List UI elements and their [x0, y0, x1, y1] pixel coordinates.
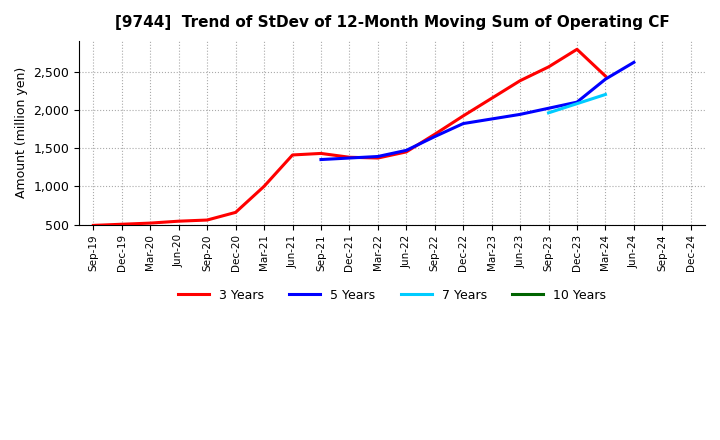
7 Years [572, 101, 581, 106]
5 Years [431, 134, 439, 139]
Title: [9744]  Trend of StDev of 12-Month Moving Sum of Operating CF: [9744] Trend of StDev of 12-Month Moving… [114, 15, 670, 30]
3 Years [345, 154, 354, 160]
3 Years [431, 132, 439, 137]
3 Years [572, 47, 581, 52]
5 Years [572, 99, 581, 105]
7 Years [544, 110, 553, 115]
3 Years [544, 64, 553, 70]
3 Years [260, 184, 269, 189]
5 Years [544, 106, 553, 111]
3 Years [203, 217, 212, 223]
Line: 5 Years: 5 Years [321, 62, 634, 160]
5 Years [374, 154, 382, 159]
3 Years [146, 220, 155, 226]
5 Years [459, 121, 467, 126]
7 Years [601, 92, 610, 97]
3 Years [89, 223, 98, 228]
3 Years [516, 78, 524, 83]
3 Years [487, 95, 496, 101]
3 Years [231, 210, 240, 215]
3 Years [459, 113, 467, 118]
5 Years [601, 77, 610, 82]
Line: 7 Years: 7 Years [549, 95, 606, 113]
5 Years [487, 116, 496, 121]
5 Years [516, 112, 524, 117]
3 Years [374, 155, 382, 161]
Legend: 3 Years, 5 Years, 7 Years, 10 Years: 3 Years, 5 Years, 7 Years, 10 Years [173, 283, 611, 307]
3 Years [601, 73, 610, 79]
3 Years [117, 222, 126, 227]
3 Years [174, 219, 183, 224]
5 Years [317, 157, 325, 162]
5 Years [629, 60, 638, 65]
3 Years [288, 152, 297, 158]
3 Years [402, 149, 410, 154]
5 Years [402, 148, 410, 153]
Y-axis label: Amount (million yen): Amount (million yen) [15, 67, 28, 198]
3 Years [317, 151, 325, 156]
5 Years [345, 155, 354, 161]
Line: 3 Years: 3 Years [94, 49, 606, 225]
